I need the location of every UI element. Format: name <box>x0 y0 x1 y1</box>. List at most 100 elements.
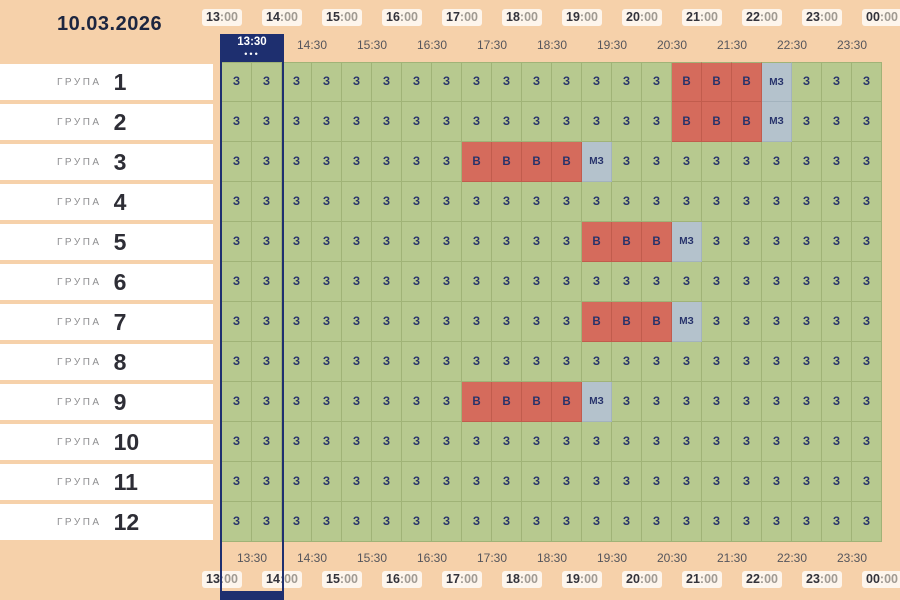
slot-cell: З <box>522 502 552 542</box>
slot-cell: З <box>462 462 492 502</box>
slot-cell: З <box>702 382 732 422</box>
slot-cell: МЗ <box>582 142 612 182</box>
slot-cell: З <box>582 182 612 222</box>
slot-cell: В <box>612 302 642 342</box>
slot-cell: З <box>822 462 852 502</box>
group-row: ГРУПА 4 З З З З З З З З З З З З З З З З З З З З З З <box>0 182 900 222</box>
slot-cell: З <box>252 102 282 142</box>
hour-label: 17:00 <box>442 9 482 26</box>
slot-cell: З <box>612 102 642 142</box>
slot-cell: З <box>342 62 372 102</box>
slot-cell: З <box>432 502 462 542</box>
group-row-label: ГРУПА 7 <box>0 304 222 340</box>
slot-cell: МЗ <box>762 102 792 142</box>
slot-cell: З <box>372 262 402 302</box>
slot-cell: З <box>282 342 312 382</box>
slot-cell: З <box>282 502 312 542</box>
hour-label: 13:00 <box>202 571 242 588</box>
slot-cell: З <box>402 182 432 222</box>
slot-cell: З <box>222 62 252 102</box>
hour-label: 18:00 <box>502 571 542 588</box>
slot-cell: З <box>522 342 552 382</box>
slot-cell: З <box>372 102 402 142</box>
slot-cell: З <box>552 262 582 302</box>
slot-cell: З <box>252 502 282 542</box>
slot-cell: З <box>852 182 882 222</box>
slot-cell: З <box>432 62 462 102</box>
slot-cell: З <box>852 422 882 462</box>
slot-cell: З <box>522 62 552 102</box>
group-word: ГРУПА <box>57 516 102 528</box>
half-hour-label: 19:30 <box>596 551 628 565</box>
slot-cell: В <box>492 382 522 422</box>
slot-cell: З <box>312 62 342 102</box>
slot-cell: З <box>552 342 582 382</box>
half-hour-label: 23:30 <box>836 38 868 52</box>
slot-cell: З <box>582 502 612 542</box>
slot-cell: З <box>492 62 522 102</box>
group-number: 12 <box>113 508 140 535</box>
slot-cell: З <box>642 262 672 302</box>
slot-cell: З <box>642 462 672 502</box>
slot-cell: З <box>612 462 642 502</box>
slot-cell: З <box>402 502 432 542</box>
slot-cell: З <box>852 262 882 302</box>
schedule-date: 10.03.2026 <box>57 13 163 35</box>
slot-cell: З <box>462 262 492 302</box>
slot-cell: З <box>312 342 342 382</box>
slot-cell: З <box>432 342 462 382</box>
group-row-label: ГРУПА 5 <box>0 224 222 260</box>
slot-cell: З <box>252 222 282 262</box>
slot-cell: З <box>792 462 822 502</box>
slot-cell: З <box>222 222 252 262</box>
half-hour-label: 15:30 <box>356 551 388 565</box>
slot-cell: В <box>642 302 672 342</box>
slot-cell: З <box>672 462 702 502</box>
slot-cell: З <box>642 502 672 542</box>
slot-cell: З <box>372 462 402 502</box>
slot-cell: З <box>462 182 492 222</box>
hour-label: 22:00 <box>742 9 782 26</box>
slot-cell: МЗ <box>672 302 702 342</box>
slot-cell: З <box>492 502 522 542</box>
slot-cell: З <box>252 462 282 502</box>
slot-cell: З <box>402 462 432 502</box>
slot-cell: З <box>402 302 432 342</box>
slot-cell: З <box>252 62 282 102</box>
slot-cell: З <box>312 302 342 342</box>
slot-cell: З <box>372 182 402 222</box>
slot-cell: З <box>732 462 762 502</box>
slot-cell: З <box>342 302 372 342</box>
group-row-label: ГРУПА 11 <box>0 464 222 500</box>
slot-cell: З <box>342 502 372 542</box>
group-row-label: ГРУПА 6 <box>0 264 222 300</box>
slot-cell: З <box>582 342 612 382</box>
half-hour-label: 14:30 <box>296 38 328 52</box>
half-hour-label: 22:30 <box>776 38 808 52</box>
slot-cell: З <box>222 262 252 302</box>
slot-cell: З <box>522 422 552 462</box>
slot-cell: З <box>792 302 822 342</box>
group-number: 9 <box>113 388 127 415</box>
group-word: ГРУПА <box>57 396 102 408</box>
group-number: 7 <box>113 308 127 335</box>
slot-cell: З <box>672 382 702 422</box>
current-time-marker[interactable]: 13:30 ••• <box>220 34 284 62</box>
slot-cell: З <box>792 262 822 302</box>
hour-label: 22:00 <box>742 571 782 588</box>
slot-cell: З <box>552 182 582 222</box>
group-row-label: ГРУПА 1 <box>0 64 222 100</box>
slot-cell: З <box>492 222 522 262</box>
slot-cell: З <box>792 382 822 422</box>
slot-cell: З <box>342 422 372 462</box>
schedule-grid: ГРУПА 1 З З З З З З З З З З З З З З З В В В МЗ З З З ГРУПА 2 З З З З З… <box>0 62 900 542</box>
slot-cell: З <box>222 382 252 422</box>
slot-cell: З <box>792 342 822 382</box>
hour-label: 00:00 <box>862 9 900 26</box>
slot-cell: З <box>432 182 462 222</box>
hour-label: 13:00 <box>202 9 242 26</box>
slot-cell: З <box>522 262 552 302</box>
slot-cell: З <box>432 302 462 342</box>
slot-cell: З <box>552 302 582 342</box>
